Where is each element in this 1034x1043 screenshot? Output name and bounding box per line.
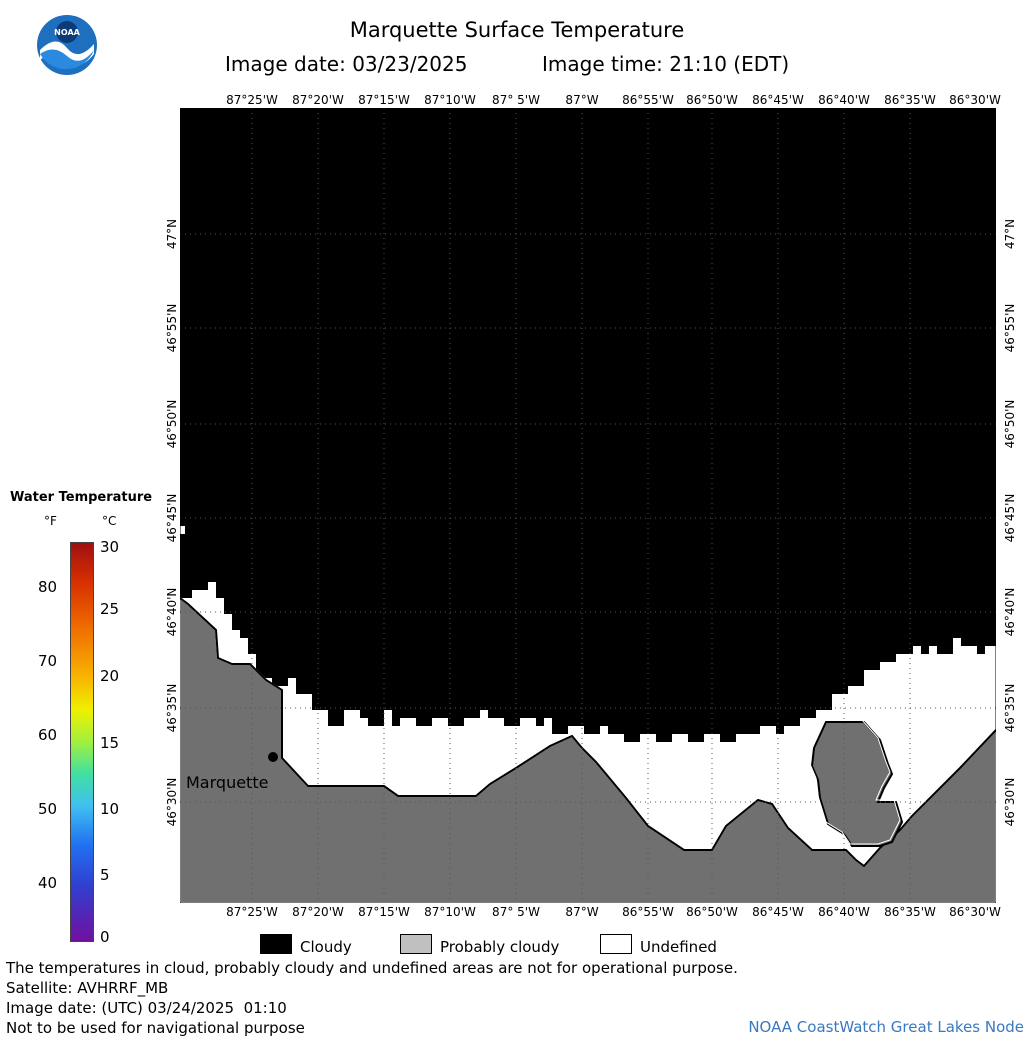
unit-fahrenheit: °F (44, 514, 57, 528)
footer-disclaimer: Not to be used for navigational purpose (6, 1019, 305, 1037)
marquette-marker (268, 752, 278, 762)
lon-tick-top: 86°35'W (884, 93, 936, 107)
f-tick: 60 (38, 726, 58, 744)
probably-cloudy-label: Probably cloudy (440, 938, 560, 956)
lon-tick-top: 86°45'W (752, 93, 804, 107)
lat-tick-left: 46°30'N (165, 777, 179, 827)
c-tick: 20 (100, 667, 120, 685)
f-tick: 80 (38, 578, 58, 596)
lon-tick-bottom: 86°30'W (949, 905, 1001, 919)
lon-tick-bottom: 86°55'W (622, 905, 674, 919)
lon-tick-bottom: 87°20'W (292, 905, 344, 919)
footer-satellite: Satellite: AVHRRF_MB (6, 979, 169, 997)
temperature-colorbar (70, 542, 94, 942)
footer-utc-date: Image date: (UTC) 03/24/2025 01:10 (6, 999, 287, 1017)
undefined-swatch (600, 934, 632, 954)
lat-tick-right: 46°45'N (1003, 493, 1017, 543)
c-tick: 0 (100, 928, 110, 946)
lon-tick-top: 87°20'W (292, 93, 344, 107)
footer-credit: NOAA CoastWatch Great Lakes Node (748, 1018, 1024, 1036)
lat-tick-right: 46°35'N (1003, 683, 1017, 733)
lon-tick-bottom: 86°50'W (686, 905, 738, 919)
probably-cloudy-swatch (400, 934, 432, 954)
lat-tick-left: 46°45'N (165, 493, 179, 543)
lon-tick-top: 87°25'W (226, 93, 278, 107)
footer-note: The temperatures in cloud, probably clou… (6, 959, 738, 977)
c-tick: 15 (100, 734, 120, 752)
lon-tick-bottom: 86°45'W (752, 905, 804, 919)
lat-tick-left: 46°40'N (165, 587, 179, 637)
c-tick: 25 (100, 600, 120, 618)
graticule (180, 108, 996, 903)
lat-tick-left: 46°35'N (165, 683, 179, 733)
legend-title: Water Temperature (10, 490, 153, 505)
lon-tick-top: 86°30'W (949, 93, 1001, 107)
lat-tick-left: 47°N (165, 218, 179, 250)
lon-tick-top: 86°55'W (622, 93, 674, 107)
unit-celsius: °C (102, 514, 117, 528)
lat-tick-right: 46°30'N (1003, 777, 1017, 827)
lon-tick-bottom: 87°10'W (424, 905, 476, 919)
c-tick: 10 (100, 800, 120, 818)
cloudy-label: Cloudy (300, 938, 352, 956)
f-tick: 50 (38, 800, 58, 818)
island-area (810, 721, 904, 847)
cloud-area (180, 108, 996, 742)
lon-tick-top: 87° 5'W (492, 93, 540, 107)
lat-tick-left: 46°55'N (165, 303, 179, 353)
lon-tick-top: 87°15'W (358, 93, 410, 107)
lat-tick-right: 46°50'N (1003, 399, 1017, 449)
lat-tick-right: 46°55'N (1003, 303, 1017, 353)
marquette-label: Marquette (186, 773, 269, 792)
temperature-map (180, 108, 996, 903)
logo-text: NOAA (54, 28, 80, 37)
lat-tick-right: 47°N (1003, 218, 1017, 250)
lat-tick-left: 46°50'N (165, 399, 179, 449)
lon-tick-bottom: 87°15'W (358, 905, 410, 919)
noaa-logo: NOAA (37, 15, 97, 75)
lon-tick-bottom: 86°35'W (884, 905, 936, 919)
c-tick: 5 (100, 866, 110, 884)
lon-tick-top: 86°40'W (818, 93, 870, 107)
lon-tick-bottom: 87° 5'W (492, 905, 540, 919)
coastline (180, 597, 996, 868)
image-time: Image time: 21:10 (EDT) (542, 52, 790, 76)
lon-tick-bottom: 87°W (565, 905, 599, 919)
undefined-label: Undefined (640, 938, 717, 956)
c-tick: 30 (100, 538, 120, 556)
lon-tick-top: 86°50'W (686, 93, 738, 107)
lon-tick-bottom: 87°25'W (226, 905, 278, 919)
cloudy-swatch (260, 934, 292, 954)
lat-tick-right: 46°40'N (1003, 587, 1017, 637)
page-title: Marquette Surface Temperature (349, 18, 685, 42)
f-tick: 70 (38, 652, 58, 670)
lon-tick-top: 87°10'W (424, 93, 476, 107)
image-date: Image date: 03/23/2025 (225, 52, 468, 76)
f-tick: 40 (38, 874, 58, 892)
lon-tick-top: 87°W (565, 93, 599, 107)
lon-tick-bottom: 86°40'W (818, 905, 870, 919)
